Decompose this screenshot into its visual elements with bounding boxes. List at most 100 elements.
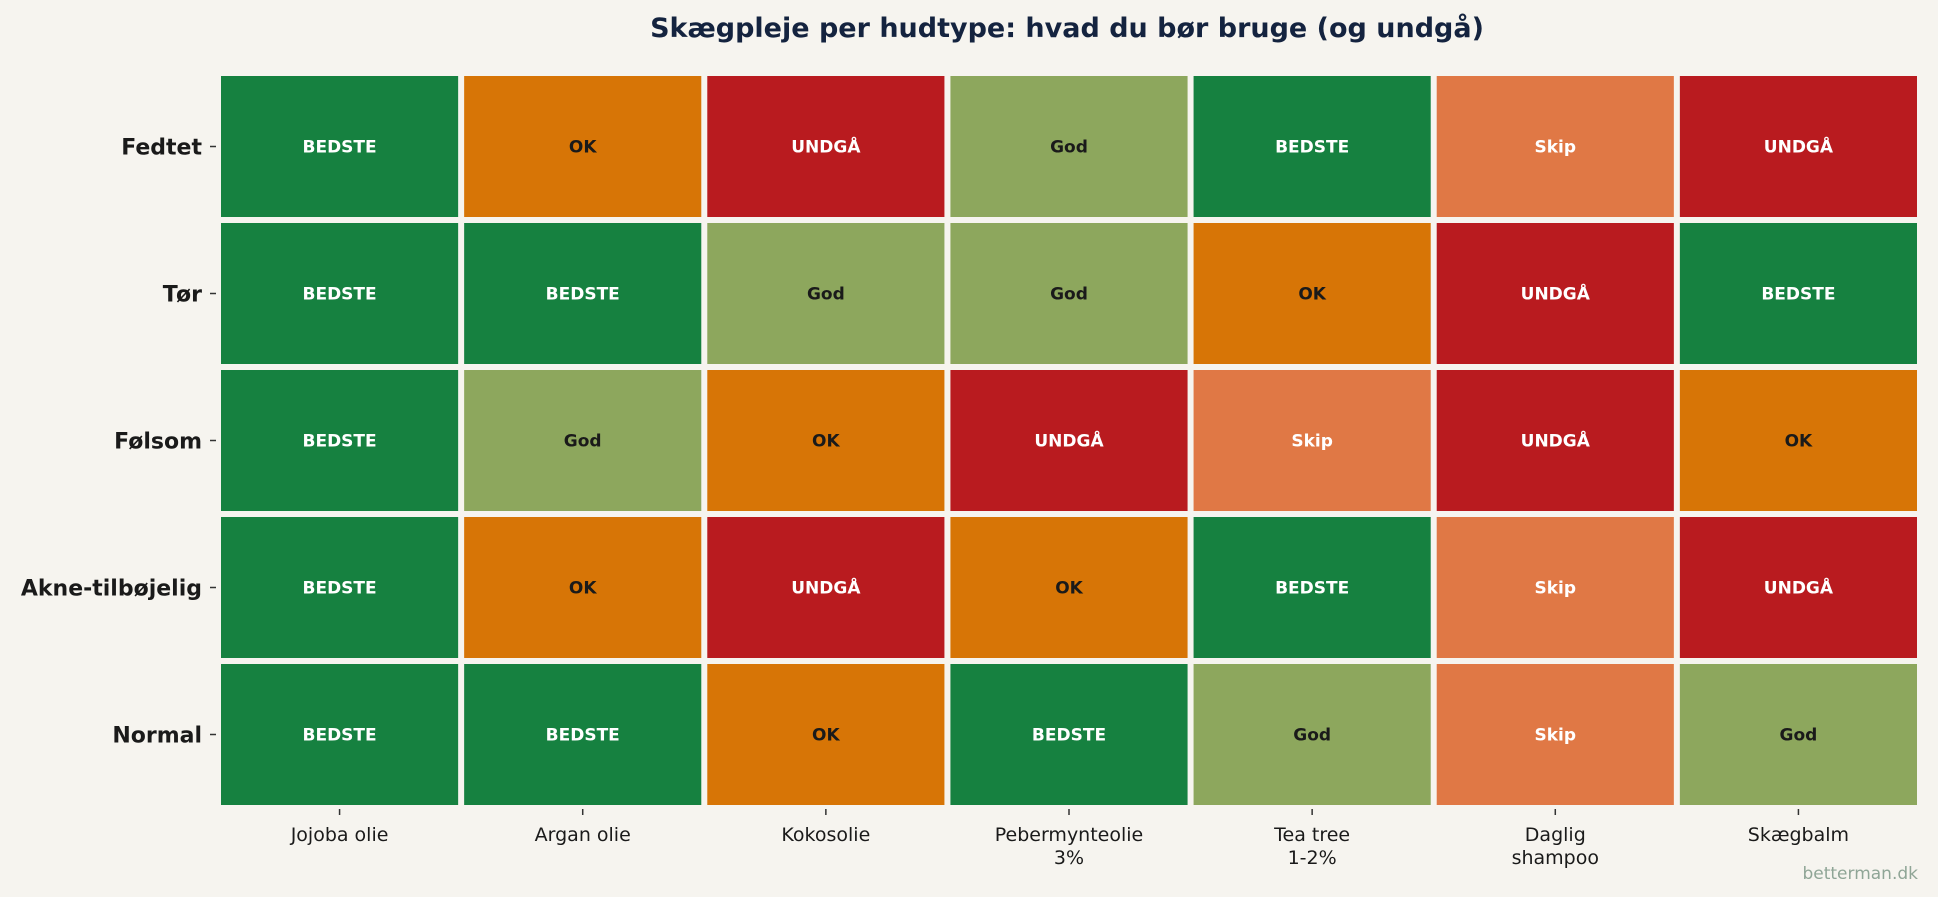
heatmap-cell-rect <box>1436 370 1674 511</box>
heatmap-cell-label: UNDGÅ <box>1764 135 1834 158</box>
heatmap-cell-rect <box>464 76 702 217</box>
heatmap-cell-rect <box>707 517 945 658</box>
heatmap-cell-rect <box>1193 664 1431 805</box>
heatmap-cell-rect <box>950 664 1188 805</box>
heatmap-cell-label: OK <box>569 579 597 599</box>
heatmap-cell-rect <box>1436 517 1674 658</box>
heatmap-cell-label: OK <box>1298 285 1326 305</box>
heatmap-cell: OK <box>464 517 702 658</box>
heatmap-cell: BEDSTE <box>1193 76 1431 217</box>
watermark: betterman.dk <box>1802 864 1918 884</box>
heatmap-cell: God <box>1679 664 1917 805</box>
heatmap-cell-rect <box>464 370 702 511</box>
chart-title: Skægpleje per hudtype: hvad du bør bruge… <box>650 13 1484 44</box>
heatmap-cell: UNDGÅ <box>1679 76 1917 217</box>
heatmap-cell: God <box>1193 664 1431 805</box>
heatmap-cell: UNDGÅ <box>1679 517 1917 658</box>
heatmap-cell-label: God <box>1780 726 1818 746</box>
heatmap-cell-label: BEDSTE <box>1032 726 1106 746</box>
heatmap-cell-rect <box>707 664 945 805</box>
heatmap-cell: Skip <box>1436 517 1674 658</box>
heatmap-cell: UNDGÅ <box>1436 223 1674 364</box>
heatmap-cell: BEDSTE <box>464 223 702 364</box>
row-label: Tør <box>163 283 202 308</box>
heatmap-cell: OK <box>950 517 1188 658</box>
heatmap-cell-rect <box>1679 664 1917 805</box>
heatmap-cell-label: God <box>1050 285 1088 305</box>
heatmap-cell-label: UNDGÅ <box>1521 429 1591 452</box>
heatmap-cell-rect <box>950 517 1188 658</box>
heatmap-cell: BEDSTE <box>1679 223 1917 364</box>
heatmap-cell-label: Skip <box>1535 579 1577 599</box>
heatmap-cell-rect <box>1679 223 1917 364</box>
heatmap-cell-label: BEDSTE <box>546 285 620 305</box>
heatmap-cell-rect <box>221 517 459 658</box>
heatmap-cell: UNDGÅ <box>707 517 945 658</box>
heatmap-cell-rect <box>1679 76 1917 217</box>
heatmap-cell-label: God <box>1293 726 1331 746</box>
heatmap-cell: BEDSTE <box>1193 517 1431 658</box>
heatmap-cell-label: God <box>807 285 845 305</box>
heatmap-cell-rect <box>464 664 702 805</box>
heatmap-cell-label: BEDSTE <box>303 432 377 452</box>
heatmap-cell-rect <box>707 370 945 511</box>
heatmap-cell: Skip <box>1436 76 1674 217</box>
row-label: Akne-tilbøjelig <box>21 577 202 602</box>
heatmap-cell-label: OK <box>812 726 840 746</box>
heatmap-cell-label: Skip <box>1291 432 1333 452</box>
heatmap-cell: OK <box>707 664 945 805</box>
heatmap-cell-label: UNDGÅ <box>1521 282 1591 305</box>
heatmap-cell-rect <box>221 76 459 217</box>
heatmap-cell-rect <box>1436 664 1674 805</box>
column-label: Tea tree 1-2% <box>1273 824 1350 869</box>
heatmap-cell-label: BEDSTE <box>303 138 377 158</box>
column-label: Pebermynteolie 3% <box>995 824 1144 869</box>
heatmap-cell: BEDSTE <box>221 517 459 658</box>
column-label: Argan olie <box>535 824 631 846</box>
heatmap-cell-rect <box>950 370 1188 511</box>
heatmap-cell: OK <box>707 370 945 511</box>
heatmap-cell-label: UNDGÅ <box>1034 429 1104 452</box>
column-label: Jojoba olie <box>290 824 389 846</box>
heatmap-cell-rect <box>1193 76 1431 217</box>
heatmap-cell-label: OK <box>812 432 840 452</box>
heatmap-cell-rect <box>950 76 1188 217</box>
heatmap-cell: God <box>464 370 702 511</box>
heatmap-cell-rect <box>1193 517 1431 658</box>
column-label: Skægbalm <box>1748 824 1849 846</box>
heatmap-cell-label: BEDSTE <box>546 726 620 746</box>
heatmap-cell-label: BEDSTE <box>1761 285 1835 305</box>
heatmap-cell-rect <box>1193 223 1431 364</box>
heatmap-cell: BEDSTE <box>221 664 459 805</box>
heatmap-cell: OK <box>1193 223 1431 364</box>
heatmap-cell-label: OK <box>1055 579 1083 599</box>
heatmap-cell-label: BEDSTE <box>303 579 377 599</box>
heatmap-cell-rect <box>464 517 702 658</box>
heatmap-cell-label: UNDGÅ <box>791 576 861 599</box>
heatmap-cell-label: UNDGÅ <box>1764 576 1834 599</box>
heatmap-cell: God <box>950 223 1188 364</box>
row-label: Normal <box>112 724 202 749</box>
heatmap-cell: God <box>707 223 945 364</box>
heatmap-cell-label: BEDSTE <box>303 726 377 746</box>
heatmap-cell: Skip <box>1436 664 1674 805</box>
heatmap-cell-label: BEDSTE <box>1275 138 1349 158</box>
column-label: Daglig shampoo <box>1512 824 1599 869</box>
heatmap-cell: BEDSTE <box>950 664 1188 805</box>
heatmap-cell-label: Skip <box>1535 138 1577 158</box>
heatmap-cell-rect <box>707 223 945 364</box>
heatmap-cell: OK <box>464 76 702 217</box>
heatmap-cell-label: God <box>564 432 602 452</box>
row-label: Følsom <box>114 430 202 455</box>
heatmap-cell-rect <box>950 223 1188 364</box>
heatmap-cell-label: BEDSTE <box>303 285 377 305</box>
heatmap-cell-rect <box>1436 76 1674 217</box>
heatmap-cell: UNDGÅ <box>950 370 1188 511</box>
heatmap-cell-rect <box>1436 223 1674 364</box>
heatmap-cell-rect <box>221 664 459 805</box>
heatmap-cell-label: OK <box>569 138 597 158</box>
heatmap-cell: God <box>950 76 1188 217</box>
heatmap-cell-rect <box>1679 517 1917 658</box>
heatmap-cell: OK <box>1679 370 1917 511</box>
